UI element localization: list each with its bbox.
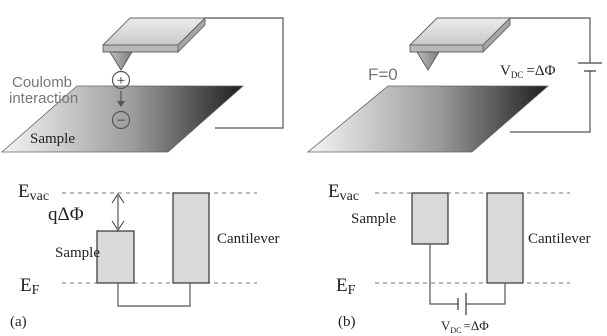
panel-a-ef-label: EF	[20, 275, 40, 298]
attraction-arrow-icon	[117, 91, 125, 107]
panel-a-circuit-wire	[205, 17, 284, 129]
q-delta-phi-label: qΔΦ	[48, 204, 84, 225]
plus-sign-label: +	[117, 73, 125, 89]
minus-charge-icon: −	[111, 110, 131, 130]
panel-b-ef-label: EF	[336, 275, 356, 298]
panel-b-bottom-battery-icon	[457, 293, 467, 315]
panel-b-cantilever-bar	[486, 192, 524, 284]
panel-b-bottom-wire-right	[466, 283, 506, 305]
panel-b-bottom-vdc-label: VDC =ΔΦ	[441, 318, 489, 335]
zero-force-label: F=0	[368, 65, 398, 84]
panel-a-cantilever-bar	[172, 192, 210, 284]
plus-charge-icon: +	[111, 70, 131, 90]
panel-b-bottom-wire-left	[429, 244, 458, 305]
panel-a-energy-diagram: Evac EF qΔΦ Sample Cantilever (a)	[10, 181, 279, 330]
panel-b-vdc-label: VDC =ΔΦ	[500, 63, 555, 80]
panel-a-sample-bar	[96, 230, 135, 284]
panel-a-cantilever	[101, 16, 207, 71]
panel-b-circuit-wire-lower	[510, 71, 591, 133]
dc-source-battery-icon	[578, 62, 602, 72]
panel-b-circuit-wire	[510, 17, 591, 63]
panel-b-sample-bar-label: Sample	[351, 211, 396, 227]
panel-a-sample-bar-label: Sample	[55, 245, 100, 261]
panel-b-energy-diagram: Evac EF Sample Cantilever VDC =ΔΦ (b)	[328, 181, 590, 335]
panel-b-sample-bar	[411, 192, 449, 245]
panel-a-evac-label: Evac	[18, 181, 49, 204]
panel-b-evac-label: Evac	[328, 181, 359, 204]
panel-b-cantilever	[408, 16, 512, 71]
panel-b-sample-plane	[306, 85, 550, 153]
panel-a-cantilever-label: Cantilever	[217, 231, 279, 247]
coulomb-label-line2: interaction	[9, 90, 78, 107]
work-function-difference-arrow-icon	[111, 193, 125, 231]
panel-b-setup: VDC =ΔΦ F=0	[306, 16, 602, 153]
panel-b-tip	[416, 51, 440, 71]
panel-a-bottom-wire	[117, 283, 191, 307]
panel-a-sample-label: Sample	[30, 131, 75, 147]
panel-b-cantilever-label: Cantilever	[528, 231, 590, 247]
panel-a-tag: (a)	[10, 314, 27, 330]
panel-a-tip	[109, 51, 133, 71]
panel-b-tag: (b)	[338, 314, 356, 330]
panel-a-sample-plane	[0, 85, 245, 153]
panel-a-setup: + − Coulomb interaction Sample	[0, 16, 284, 153]
coulomb-label-line1: Coulomb	[12, 74, 72, 91]
minus-sign-label: −	[117, 113, 125, 129]
